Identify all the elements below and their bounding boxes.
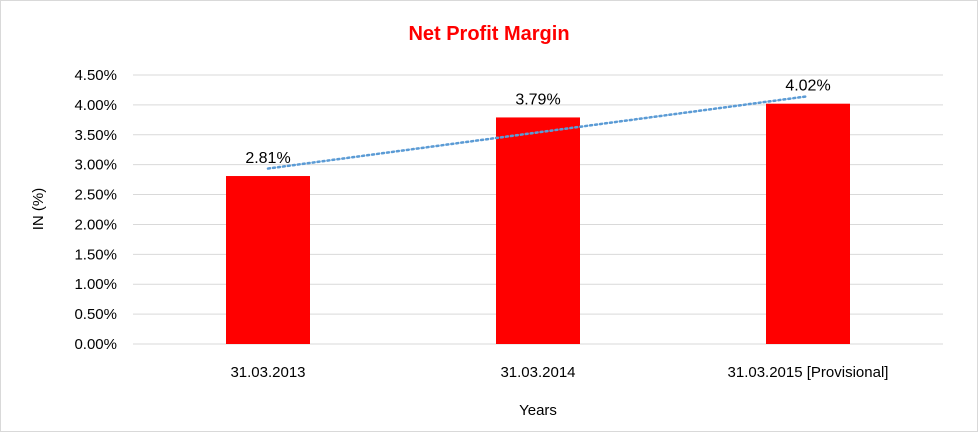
chart-title: Net Profit Margin [408,23,569,45]
x-tick-label: 31.03.2013 [230,364,305,381]
data-label: 2.81% [245,150,290,167]
data-label: 3.79% [515,91,560,108]
bar [226,176,310,344]
y-tick-label: 4.00% [74,97,117,114]
trendline [266,94,810,170]
y-tick-label: 0.00% [74,336,117,353]
data-labels: 2.81% 3.79% 4.02% [245,78,830,167]
y-tick-label: 3.50% [74,127,117,144]
y-axis-ticks: 0.00% 0.50% 1.00% 1.50% 2.00% 2.50% 3.00% 3.50%… [74,67,117,353]
bars [226,103,850,345]
data-label: 4.02% [785,78,830,95]
bar [496,117,580,344]
y-tick-label: 3.00% [74,157,117,174]
x-axis-ticks: 31.03.2013 31.03.2014 31.03.2015 [Provisio… [230,364,888,381]
bar [766,103,850,345]
y-tick-label: 0.50% [74,306,117,323]
x-axis-title: Years [519,402,557,419]
x-tick-label: 31.03.2014 [500,364,575,381]
y-tick-label: 2.50% [74,187,117,204]
trendline-group [266,94,810,170]
y-tick-label: 2.00% [74,216,117,233]
y-axis-title: IN (%) [30,188,47,231]
y-tick-label: 1.00% [74,276,117,293]
y-tick-label: 4.50% [74,67,117,84]
x-tick-label: 31.03.2015 [Provisional] [728,364,889,381]
y-tick-label: 1.50% [74,246,117,263]
